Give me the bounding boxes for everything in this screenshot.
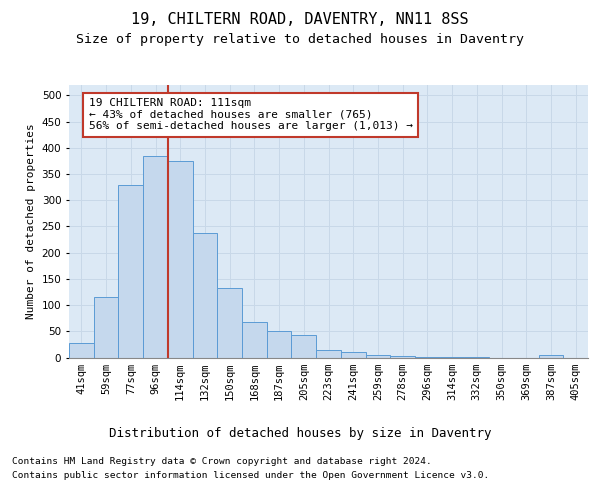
Bar <box>390 356 415 358</box>
Bar <box>316 350 341 358</box>
Bar <box>415 357 440 358</box>
Bar <box>292 335 316 357</box>
Bar <box>94 297 118 358</box>
Text: Distribution of detached houses by size in Daventry: Distribution of detached houses by size … <box>109 428 491 440</box>
Text: Contains HM Land Registry data © Crown copyright and database right 2024.: Contains HM Land Registry data © Crown c… <box>12 458 432 466</box>
Bar <box>440 357 464 358</box>
Bar <box>539 355 563 358</box>
Bar <box>143 156 168 358</box>
Bar <box>193 234 217 358</box>
Bar <box>217 288 242 358</box>
Text: Contains public sector information licensed under the Open Government Licence v3: Contains public sector information licen… <box>12 471 489 480</box>
Text: Size of property relative to detached houses in Daventry: Size of property relative to detached ho… <box>76 32 524 46</box>
Text: 19, CHILTERN ROAD, DAVENTRY, NN11 8SS: 19, CHILTERN ROAD, DAVENTRY, NN11 8SS <box>131 12 469 28</box>
Bar <box>242 322 267 358</box>
Bar <box>341 352 365 358</box>
Bar <box>118 184 143 358</box>
Bar <box>168 161 193 358</box>
Text: 19 CHILTERN ROAD: 111sqm
← 43% of detached houses are smaller (765)
56% of semi-: 19 CHILTERN ROAD: 111sqm ← 43% of detach… <box>89 98 413 132</box>
Bar <box>267 332 292 357</box>
Y-axis label: Number of detached properties: Number of detached properties <box>26 124 36 319</box>
Bar <box>464 357 489 358</box>
Bar <box>69 344 94 357</box>
Bar <box>365 355 390 358</box>
